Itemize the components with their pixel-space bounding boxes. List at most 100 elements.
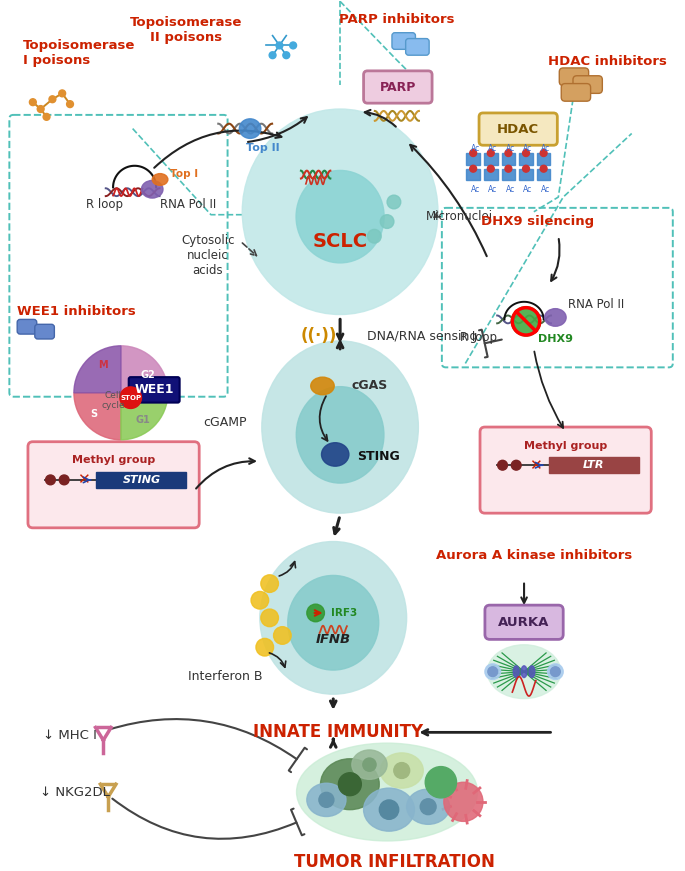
Circle shape (37, 105, 44, 112)
Text: PARP inhibitors: PARP inhibitors (339, 13, 455, 26)
Text: DNA/RNA sensing: DNA/RNA sensing (367, 329, 478, 342)
Circle shape (60, 475, 69, 485)
Text: SCLC: SCLC (312, 232, 368, 251)
Text: cGAMP: cGAMP (203, 415, 247, 429)
Ellipse shape (239, 118, 261, 138)
Circle shape (551, 667, 560, 677)
Circle shape (394, 763, 410, 779)
Text: Methyl group: Methyl group (72, 456, 155, 465)
Circle shape (379, 800, 399, 820)
Text: Ac: Ac (523, 144, 533, 152)
Ellipse shape (152, 173, 168, 186)
Text: ↓ MHC I: ↓ MHC I (42, 729, 97, 742)
Text: Ac: Ac (488, 185, 497, 193)
Circle shape (540, 150, 547, 157)
Ellipse shape (307, 783, 346, 816)
Wedge shape (74, 393, 121, 440)
Bar (466, 153, 480, 165)
Text: Ac: Ac (541, 144, 550, 152)
Circle shape (485, 664, 501, 679)
Text: G1: G1 (135, 415, 150, 425)
Text: ↓ NKG2DL: ↓ NKG2DL (40, 786, 110, 799)
FancyBboxPatch shape (364, 71, 432, 103)
Circle shape (523, 165, 530, 172)
Text: Ac: Ac (541, 185, 550, 193)
Circle shape (487, 150, 494, 157)
Circle shape (511, 460, 521, 470)
Ellipse shape (352, 750, 387, 780)
FancyBboxPatch shape (479, 113, 558, 145)
Bar (484, 153, 497, 165)
Circle shape (387, 195, 401, 209)
Circle shape (470, 150, 477, 157)
Circle shape (497, 460, 508, 470)
Circle shape (66, 101, 73, 107)
Ellipse shape (321, 759, 379, 810)
Text: Ac: Ac (471, 185, 479, 193)
Text: DHX9: DHX9 (538, 334, 573, 344)
Circle shape (120, 387, 142, 408)
Circle shape (276, 42, 283, 49)
Circle shape (540, 165, 547, 172)
Text: HDAC inhibitors: HDAC inhibitors (548, 55, 667, 68)
Text: ✕: ✕ (77, 472, 90, 488)
Text: WEE1: WEE1 (134, 383, 174, 396)
Text: Ac: Ac (506, 144, 515, 152)
Circle shape (444, 782, 483, 821)
Circle shape (269, 51, 276, 58)
Bar (519, 169, 533, 180)
Text: AURKA: AURKA (499, 617, 550, 629)
FancyBboxPatch shape (392, 33, 415, 50)
Text: Ac: Ac (471, 144, 479, 152)
Circle shape (367, 229, 381, 243)
FancyBboxPatch shape (561, 84, 590, 101)
Ellipse shape (364, 788, 414, 831)
Circle shape (380, 215, 394, 228)
Ellipse shape (260, 542, 407, 694)
Text: R loop: R loop (86, 199, 123, 212)
Ellipse shape (296, 171, 384, 263)
Ellipse shape (296, 387, 384, 483)
FancyBboxPatch shape (485, 605, 563, 639)
Bar (97, 472, 186, 488)
Text: Micronuclei: Micronuclei (426, 210, 493, 223)
Text: RNA Pol II: RNA Pol II (160, 199, 216, 212)
Text: Topoisomerase
I poisons: Topoisomerase I poisons (23, 38, 136, 66)
Text: S: S (90, 409, 97, 419)
Text: Topoisomerase
II poisons: Topoisomerase II poisons (130, 16, 242, 44)
Circle shape (487, 165, 494, 172)
Ellipse shape (487, 645, 561, 699)
Text: Cytosolic
nucleic
acids: Cytosolic nucleic acids (182, 234, 235, 277)
Text: Ac: Ac (523, 185, 533, 193)
FancyBboxPatch shape (573, 76, 602, 93)
Text: STING: STING (123, 475, 160, 485)
Circle shape (49, 96, 56, 103)
Circle shape (261, 609, 278, 626)
Ellipse shape (142, 180, 163, 198)
Circle shape (256, 638, 273, 656)
Text: WEE1 inhibitors: WEE1 inhibitors (17, 305, 136, 318)
Text: Ac: Ac (506, 185, 515, 193)
Wedge shape (121, 346, 168, 393)
Text: LTR: LTR (583, 460, 604, 470)
Text: IRF3: IRF3 (332, 608, 358, 618)
Text: STOP: STOP (120, 395, 141, 401)
Bar (537, 153, 551, 165)
Text: Top I: Top I (170, 169, 198, 179)
Wedge shape (121, 393, 168, 440)
Bar (537, 169, 551, 180)
Bar (501, 169, 515, 180)
Text: Aurora A kinase inhibitors: Aurora A kinase inhibitors (436, 550, 632, 563)
Circle shape (338, 773, 361, 795)
Circle shape (488, 667, 497, 677)
Circle shape (283, 51, 290, 58)
FancyBboxPatch shape (406, 38, 429, 55)
Ellipse shape (311, 377, 334, 395)
Text: DHX9 silencing: DHX9 silencing (482, 215, 595, 227)
FancyBboxPatch shape (17, 320, 37, 334)
Text: Interferon B: Interferon B (188, 670, 263, 683)
Bar (519, 153, 533, 165)
Text: INNATE IMMUNITY: INNATE IMMUNITY (253, 723, 423, 741)
Ellipse shape (545, 308, 566, 327)
Circle shape (420, 799, 436, 814)
